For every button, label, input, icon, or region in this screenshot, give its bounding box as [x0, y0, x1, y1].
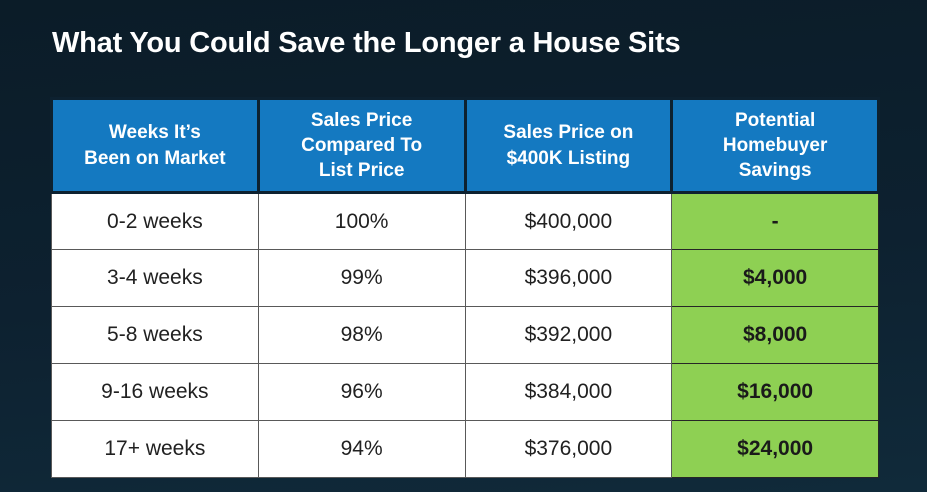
- page-title: What You Could Save the Longer a House S…: [52, 27, 681, 59]
- header-line: $400K Listing: [506, 147, 631, 169]
- header-line: Weeks It’s: [108, 122, 201, 144]
- table-row: 17+ weeks 94% $376,000 $24,000: [51, 420, 879, 478]
- header-line: Compared To: [301, 134, 423, 156]
- cell-pct-of-list: 94%: [257, 420, 466, 478]
- header-line: Sales Price: [310, 109, 413, 131]
- cell-savings: -: [671, 192, 879, 250]
- table-header: Weeks It’s Been on Market Sales Price Co…: [50, 97, 880, 194]
- table-row: 9-16 weeks 96% $384,000 $16,000: [51, 363, 879, 421]
- column-header-weeks-on-market: Weeks It’s Been on Market: [50, 97, 260, 194]
- cell-weeks: 3-4 weeks: [51, 249, 259, 307]
- header-line: Sales Price on: [503, 122, 634, 144]
- cell-sales-price: $400,000: [464, 192, 673, 250]
- column-header-potential-savings: Potential Homebuyer Savings: [670, 97, 880, 194]
- cell-savings: $8,000: [671, 306, 879, 364]
- column-header-sales-price-vs-list: Sales Price Compared To List Price: [256, 97, 467, 194]
- cell-savings: $4,000: [671, 249, 879, 307]
- cell-pct-of-list: 96%: [257, 363, 466, 421]
- savings-table: Weeks It’s Been on Market Sales Price Co…: [50, 97, 880, 478]
- header-line: List Price: [318, 160, 405, 182]
- cell-savings: $24,000: [671, 420, 879, 478]
- table-row: 5-8 weeks 98% $392,000 $8,000: [51, 306, 879, 364]
- cell-savings: $16,000: [671, 363, 879, 421]
- header-line: Savings: [738, 160, 812, 182]
- cell-pct-of-list: 98%: [257, 306, 466, 364]
- table-row: 0-2 weeks 100% $400,000 -: [51, 192, 879, 250]
- table-row: 3-4 weeks 99% $396,000 $4,000: [51, 249, 879, 307]
- header-row: Weeks It’s Been on Market Sales Price Co…: [50, 97, 880, 194]
- header-line: Potential: [735, 109, 816, 131]
- column-header-sales-price-400k: Sales Price on $400K Listing: [463, 97, 674, 194]
- cell-sales-price: $392,000: [464, 306, 673, 364]
- cell-pct-of-list: 100%: [257, 192, 466, 250]
- header-line: Homebuyer: [722, 134, 828, 156]
- cell-weeks: 17+ weeks: [51, 420, 259, 478]
- cell-pct-of-list: 99%: [257, 249, 466, 307]
- header-line: Been on Market: [84, 147, 226, 169]
- cell-weeks: 5-8 weeks: [51, 306, 259, 364]
- cell-weeks: 0-2 weeks: [51, 192, 259, 250]
- cell-sales-price: $376,000: [464, 420, 673, 478]
- cell-weeks: 9-16 weeks: [51, 363, 259, 421]
- cell-sales-price: $384,000: [464, 363, 673, 421]
- cell-sales-price: $396,000: [464, 249, 673, 307]
- table-body: 0-2 weeks 100% $400,000 - 3-4 weeks 99% …: [51, 192, 879, 478]
